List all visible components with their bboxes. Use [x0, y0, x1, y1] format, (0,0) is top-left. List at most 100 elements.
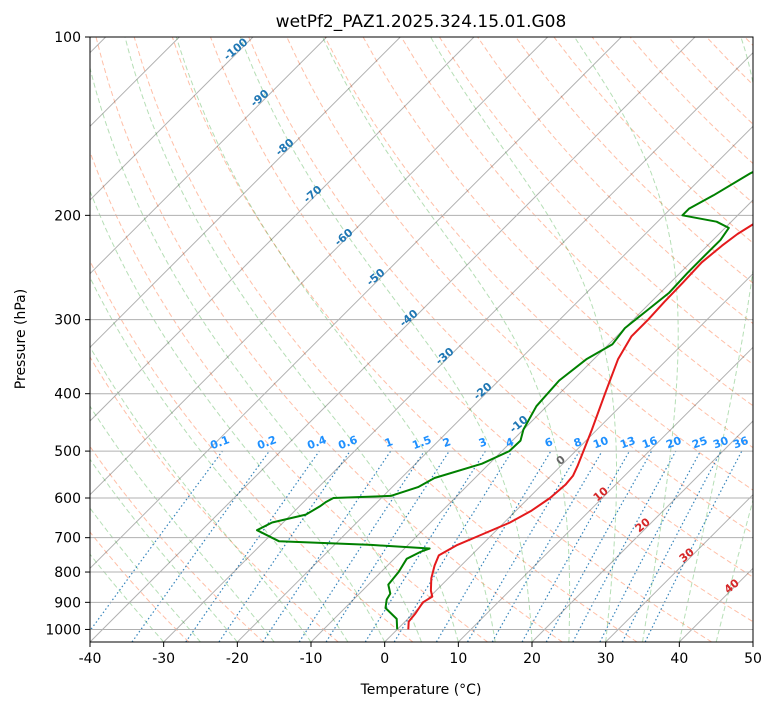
x-tick-label: 30 — [597, 651, 615, 667]
sounding-series — [256, 170, 753, 630]
y-tick-label: 900 — [54, 595, 81, 611]
dry-adiabat-line — [95, 37, 563, 642]
mixing-ratio-label: 0.6 — [336, 433, 359, 452]
isotherm-line — [90, 37, 475, 422]
dewpoint-profile-line — [256, 170, 753, 630]
mixing-ratio-label: 10 — [591, 434, 610, 452]
isotherm-line — [90, 37, 401, 349]
moist-adiabat-line — [678, 37, 753, 642]
dry-adiabat-line — [90, 531, 190, 642]
mixing-ratio-label: 36 — [731, 434, 750, 452]
y-tick-label: 1000 — [45, 622, 81, 638]
mixing-ratio-line — [644, 450, 743, 642]
isotherm-line — [90, 37, 549, 496]
dry-adiabat-line — [90, 259, 414, 642]
dry-adiabat-line — [438, 37, 753, 366]
moist-adiabat-line — [90, 189, 386, 642]
mixing-ratio-label: 1 — [383, 435, 395, 450]
dry-adiabat-line — [133, 37, 638, 642]
isotherm-line — [605, 493, 753, 642]
mixing-ratio-label: 25 — [690, 434, 709, 451]
mixing-ratio-label: 0.2 — [255, 433, 278, 452]
mixing-ratio-label: 3 — [477, 435, 489, 450]
y-tick-label: 500 — [54, 444, 81, 460]
mixing-ratio-label: 16 — [640, 434, 659, 452]
isotherm-line — [90, 37, 328, 275]
isotherm-line — [384, 272, 753, 642]
moist-adiabat-line — [124, 37, 459, 642]
pressure-gridlines — [90, 37, 753, 630]
chart-title: wetPf2_PAZ1.2025.324.15.01.G08 — [276, 12, 567, 32]
isotherm-line — [310, 199, 753, 642]
y-tick-label: 600 — [54, 491, 81, 507]
dry-adiabat-line — [210, 37, 753, 623]
y-tick-label: 300 — [54, 313, 81, 329]
isotherm-line — [90, 37, 622, 570]
y-axis-ticks: 100 200 300 400 500 600 700 800 900 1000 — [45, 30, 90, 638]
mixing-ratio-line — [90, 450, 223, 632]
mixing-ratio-line — [545, 450, 653, 642]
mixing-ratio-line — [393, 450, 513, 642]
x-tick-label: 40 — [670, 651, 688, 667]
moist-adiabat-line — [239, 37, 533, 642]
y-tick-label: 100 — [54, 30, 81, 46]
isotherm-line — [90, 37, 696, 642]
y-tick-label: 400 — [54, 387, 81, 403]
x-axis-label: Temperature (°C) — [360, 682, 482, 698]
mixing-ratio-line — [131, 450, 270, 642]
dry-adiabat-line — [515, 37, 753, 284]
isotherm-line — [90, 37, 254, 201]
mixing-ratio-line — [521, 450, 631, 642]
mixing-ratio-line — [325, 450, 450, 642]
mixing-ratio-label: 0.4 — [305, 433, 328, 452]
moist-adiabat-line — [90, 405, 275, 642]
isotherm-line — [163, 51, 753, 642]
y-tick-label: 200 — [54, 208, 81, 224]
mixing-ratio-line — [262, 450, 392, 642]
moist-adiabat-line — [430, 37, 617, 642]
mixing-ratio-label: 6 — [543, 435, 555, 450]
moist-adiabat-line — [90, 276, 349, 642]
dry-adiabat-line — [171, 37, 712, 642]
x-axis-ticks: -40 -30 -20 -10 0 10 20 30 40 50 — [79, 642, 762, 667]
plot-frame — [89, 36, 754, 643]
skewed-isotherms — [90, 37, 753, 642]
mixing-ratio-label: 4 — [504, 435, 516, 450]
x-tick-label: -10 — [300, 651, 323, 667]
mixing-ratio-label: 20 — [664, 434, 683, 452]
y-tick-label: 800 — [54, 565, 81, 581]
x-tick-label: -20 — [226, 651, 249, 667]
isotherm-line — [457, 346, 753, 642]
x-tick-label: 0 — [380, 651, 389, 667]
moist-adiabat-line — [715, 498, 753, 642]
isotherm-line — [531, 420, 753, 642]
moist-adiabat-line — [574, 37, 679, 642]
isotherm-line — [236, 125, 753, 642]
y-tick-label: 700 — [54, 531, 81, 547]
x-tick-label: 20 — [523, 651, 541, 667]
dry-adiabat-line — [400, 37, 753, 407]
x-tick-label: 50 — [744, 651, 762, 667]
dry-adiabat-line — [90, 150, 488, 642]
mixing-ratio-label: 2 — [441, 435, 453, 450]
moist-adiabat-line — [175, 37, 496, 642]
mixing-ratio-label: 8 — [572, 435, 584, 450]
mixing-ratio-label: 30 — [711, 434, 730, 452]
mixing-ratio-line — [218, 450, 351, 642]
mixing-ratio-label: 13 — [618, 434, 637, 451]
dry-adiabat-line — [90, 356, 339, 642]
background-lines — [90, 37, 753, 642]
mixing-ratio-label: 1.5 — [410, 433, 433, 452]
mixing-ratio-line — [572, 450, 677, 642]
temperature-profile-line — [407, 223, 753, 630]
mixing-ratio-line — [185, 450, 320, 642]
dry-adiabat-line — [248, 37, 753, 578]
dry-adiabat-line — [90, 445, 264, 642]
dry-adiabat-line — [324, 37, 753, 491]
moist-adiabat-line — [90, 345, 312, 642]
moist-adiabat-line — [90, 65, 422, 642]
x-tick-label: 10 — [449, 651, 467, 667]
x-tick-label: -40 — [79, 651, 102, 667]
